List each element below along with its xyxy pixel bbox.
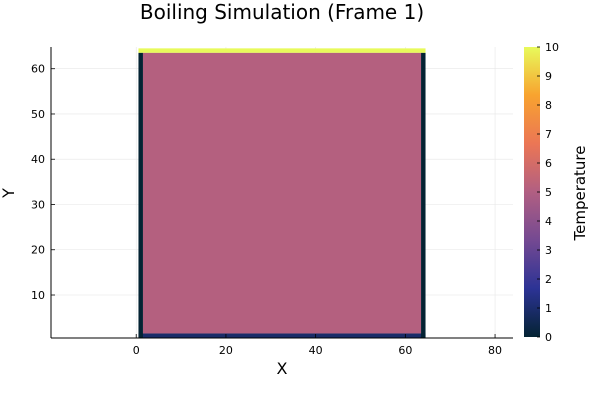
colorbar-tick-label: 8 [545,99,552,112]
right-boundary-column [421,52,426,338]
axes [50,47,513,339]
y-axis-label: Y [0,188,18,199]
colorbar-tick-label: 2 [545,273,552,286]
colorbar-tick-label: 6 [545,157,552,170]
colorbar-tick-label: 1 [545,302,552,315]
x-tick-label: 60 [398,344,412,357]
x-axis-ticks: 0 20 40 60 80 [133,334,502,357]
y-tick-label: 60 [31,63,45,76]
chart-title: Boiling Simulation (Frame 1) [140,0,424,24]
colorbar: 0 1 2 3 4 5 6 7 8 9 10 [524,41,559,344]
y-tick-label: 50 [31,108,45,121]
y-axis-ticks: 10 20 30 40 50 60 [31,63,55,302]
x-tick-label: 20 [219,344,233,357]
y-tick-label: 30 [31,198,45,211]
x-tick-label: 40 [309,344,323,357]
y-tick-label: 10 [31,289,45,302]
heatmap-field [138,48,426,338]
x-tick-label: 80 [488,344,502,357]
left-boundary-column [138,52,143,338]
colorbar-tick-label: 7 [545,128,552,141]
x-tick-label: 0 [133,344,140,357]
y-tick-label: 20 [31,244,45,257]
interior-region [142,52,422,334]
y-tick-label: 40 [31,153,45,166]
colorbar-gradient [524,47,540,337]
colorbar-label: Temperature [571,145,589,241]
colorbar-tick-label: 3 [545,244,552,257]
colorbar-tick-label: 10 [545,41,559,54]
colorbar-tick-label: 9 [545,70,552,83]
x-axis-label: X [277,359,288,378]
top-boundary-row [138,48,426,53]
colorbar-tick-label: 5 [545,186,552,199]
colorbar-tick-label: 4 [545,215,552,228]
colorbar-tick-label: 0 [545,331,552,344]
bottom-boundary-row [138,333,426,338]
